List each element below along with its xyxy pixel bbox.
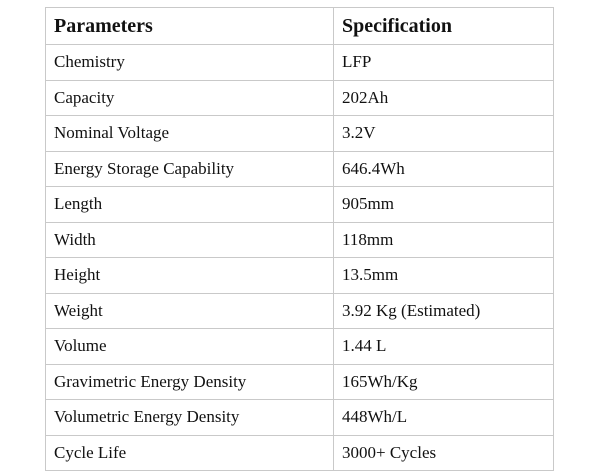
table-row: Height 13.5mm xyxy=(45,257,554,294)
spec-table: Parameters Specification Chemistry LFP Cap… xyxy=(45,7,554,471)
parameter-cell: Height xyxy=(45,257,334,294)
spec-cell: LFP xyxy=(333,44,554,81)
table-header: Parameters Specification xyxy=(45,7,554,45)
spec-cell: 646.4Wh xyxy=(333,150,554,187)
parameter-cell: Weight xyxy=(45,292,334,329)
table-row: Energy Storage Capability 646.4Wh xyxy=(45,150,554,187)
table-row: Nominal Voltage 3.2V xyxy=(45,115,554,152)
table-row: Length 905mm xyxy=(45,186,554,223)
header-row: Parameters Specification xyxy=(45,7,554,45)
spec-cell: 3000+ Cycles xyxy=(333,434,554,471)
spec-cell: 905mm xyxy=(333,186,554,223)
table-row: Weight 3.92 Kg (Estimated) xyxy=(45,292,554,329)
parameter-cell: Cycle Life xyxy=(45,434,334,471)
spec-cell: 1.44 L xyxy=(333,328,554,365)
spec-cell: 3.2V xyxy=(333,115,554,152)
parameter-cell: Length xyxy=(45,186,334,223)
table-row: Width 118mm xyxy=(45,221,554,258)
parameter-cell: Nominal Voltage xyxy=(45,115,334,152)
parameter-cell: Capacity xyxy=(45,79,334,116)
table-row: Chemistry LFP xyxy=(45,44,554,81)
parameter-cell: Gravimetric Energy Density xyxy=(45,363,334,400)
parameter-cell: Energy Storage Capability xyxy=(45,150,334,187)
table-row: Capacity 202Ah xyxy=(45,79,554,116)
spec-cell: 3.92 Kg (Estimated) xyxy=(333,292,554,329)
parameter-cell: Chemistry xyxy=(45,44,334,81)
header-cell: Parameters xyxy=(45,7,334,45)
table-row: Volume 1.44 L xyxy=(45,328,554,365)
spec-cell: 165Wh/Kg xyxy=(333,363,554,400)
parameter-cell: Volumetric Energy Density xyxy=(45,399,334,436)
header-cell: Specification xyxy=(333,7,554,45)
spec-cell: 13.5mm xyxy=(333,257,554,294)
spec-cell: 118mm xyxy=(333,221,554,258)
table-row: Gravimetric Energy Density 165Wh/Kg xyxy=(45,363,554,400)
spec-cell: 202Ah xyxy=(333,79,554,116)
parameter-cell: Width xyxy=(45,221,334,258)
table-body: Chemistry LFP Capacity 202Ah Nominal Voltage… xyxy=(45,44,554,471)
table-row: Volumetric Energy Density 448Wh/L xyxy=(45,399,554,436)
spec-cell: 448Wh/L xyxy=(333,399,554,436)
parameter-cell: Volume xyxy=(45,328,334,365)
table-row: Cycle Life 3000+ Cycles xyxy=(45,434,554,471)
